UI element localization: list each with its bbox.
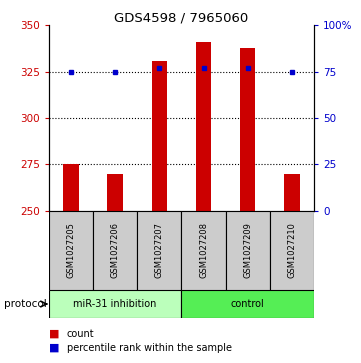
Bar (181, 290, 314, 318)
Text: GSM1027207: GSM1027207 (155, 223, 164, 278)
Bar (181, 211, 226, 290)
Bar (270, 211, 314, 290)
Bar (93, 211, 137, 290)
Bar (49, 211, 93, 290)
Bar (284, 174, 300, 211)
Text: ■: ■ (49, 343, 59, 353)
Text: ■: ■ (49, 329, 59, 339)
Text: count: count (67, 329, 95, 339)
Text: percentile rank within the sample: percentile rank within the sample (67, 343, 232, 353)
Bar (240, 48, 256, 211)
Text: GSM1027205: GSM1027205 (66, 223, 75, 278)
Bar (152, 61, 167, 211)
Text: GSM1027206: GSM1027206 (110, 223, 119, 278)
Bar (196, 42, 211, 211)
Bar (107, 174, 123, 211)
Text: miR-31 inhibition: miR-31 inhibition (73, 299, 157, 309)
Bar (137, 211, 182, 290)
Bar (49, 290, 181, 318)
Bar (63, 164, 79, 211)
Text: GSM1027208: GSM1027208 (199, 223, 208, 278)
Text: control: control (231, 299, 265, 309)
Text: GSM1027210: GSM1027210 (287, 223, 296, 278)
Text: GSM1027209: GSM1027209 (243, 223, 252, 278)
Title: GDS4598 / 7965060: GDS4598 / 7965060 (114, 11, 248, 24)
Bar (226, 211, 270, 290)
Text: protocol: protocol (4, 299, 46, 309)
